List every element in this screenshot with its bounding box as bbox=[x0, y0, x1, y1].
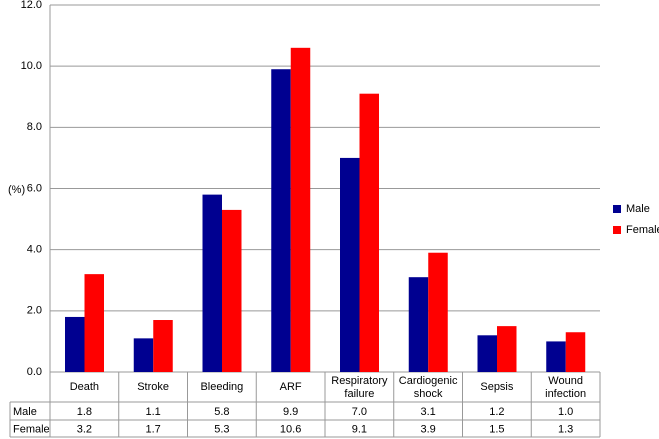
table-cell: 1.3 bbox=[558, 423, 573, 435]
x-tick-label: Cardiogenic shock bbox=[398, 374, 458, 400]
bar bbox=[565, 332, 586, 372]
table-cell: 3.1 bbox=[420, 406, 435, 418]
table-cell: 1.8 bbox=[77, 406, 92, 418]
y-tick-label: 10.0 bbox=[21, 60, 42, 72]
x-tick-label-box: Wound infection bbox=[545, 374, 587, 400]
bar bbox=[271, 69, 291, 372]
x-tick-label-box: Sepsis bbox=[480, 381, 514, 393]
legend-label: Male bbox=[626, 203, 650, 215]
table-cell: 1.5 bbox=[489, 423, 504, 435]
bar bbox=[477, 335, 497, 372]
bar bbox=[84, 274, 104, 372]
x-tick-label-box: Respiratory failure bbox=[331, 374, 388, 400]
x-tick-label: Death bbox=[69, 381, 100, 393]
table-cell: 1.1 bbox=[145, 406, 160, 418]
x-tick-label: Stroke bbox=[137, 381, 170, 393]
x-tick-label: Respiratory failure bbox=[331, 374, 388, 400]
y-tick-label: 6.0 bbox=[27, 182, 42, 194]
x-tick-label-box: Stroke bbox=[137, 381, 170, 393]
table-cell: 10.6 bbox=[280, 423, 301, 435]
bar bbox=[290, 47, 311, 373]
table-cell: 1.0 bbox=[558, 406, 573, 418]
table-cell: 9.1 bbox=[352, 423, 367, 435]
table-cell: 9.9 bbox=[283, 406, 298, 418]
bar bbox=[408, 277, 429, 372]
y-tick-label: 2.0 bbox=[27, 305, 42, 317]
bar bbox=[153, 320, 173, 372]
table-row-label: Female bbox=[13, 423, 50, 435]
bar bbox=[340, 157, 360, 372]
x-tick-label: ARF bbox=[279, 381, 302, 393]
x-tick-label-box: Bleeding bbox=[200, 381, 244, 393]
table-cell: 3.9 bbox=[420, 423, 435, 435]
x-tick-label: Wound infection bbox=[545, 374, 587, 400]
bar bbox=[497, 326, 517, 372]
y-tick-label: 12.0 bbox=[21, 0, 42, 11]
bar bbox=[133, 338, 154, 372]
table-cell: 1.7 bbox=[145, 423, 160, 435]
table-cell: 5.3 bbox=[214, 423, 229, 435]
x-tick-label: Sepsis bbox=[480, 381, 514, 393]
x-tick-label-box: ARF bbox=[279, 381, 302, 393]
table-row-label: Male bbox=[13, 406, 37, 418]
table-cell: 1.2 bbox=[489, 406, 504, 418]
bar bbox=[359, 93, 379, 373]
table-cell: 5.8 bbox=[214, 406, 229, 418]
y-axis-label: (%) bbox=[8, 184, 25, 196]
bar bbox=[202, 194, 222, 372]
x-tick-label: Bleeding bbox=[200, 381, 244, 393]
x-tick-label-box: Death bbox=[69, 381, 100, 393]
table-cell: 3.2 bbox=[77, 423, 92, 435]
y-tick-label: 0.0 bbox=[27, 366, 42, 378]
legend-swatch bbox=[613, 205, 621, 213]
y-tick-label: 4.0 bbox=[27, 244, 42, 256]
legend-swatch bbox=[613, 226, 621, 234]
table-cell: 7.0 bbox=[352, 406, 367, 418]
bar bbox=[546, 341, 566, 372]
y-tick-label: 8.0 bbox=[27, 121, 42, 133]
bar bbox=[428, 252, 448, 372]
legend-label: Female bbox=[626, 224, 659, 236]
bar bbox=[222, 209, 242, 372]
x-tick-label-box: Cardiogenic shock bbox=[398, 374, 458, 400]
bar bbox=[65, 316, 85, 372]
